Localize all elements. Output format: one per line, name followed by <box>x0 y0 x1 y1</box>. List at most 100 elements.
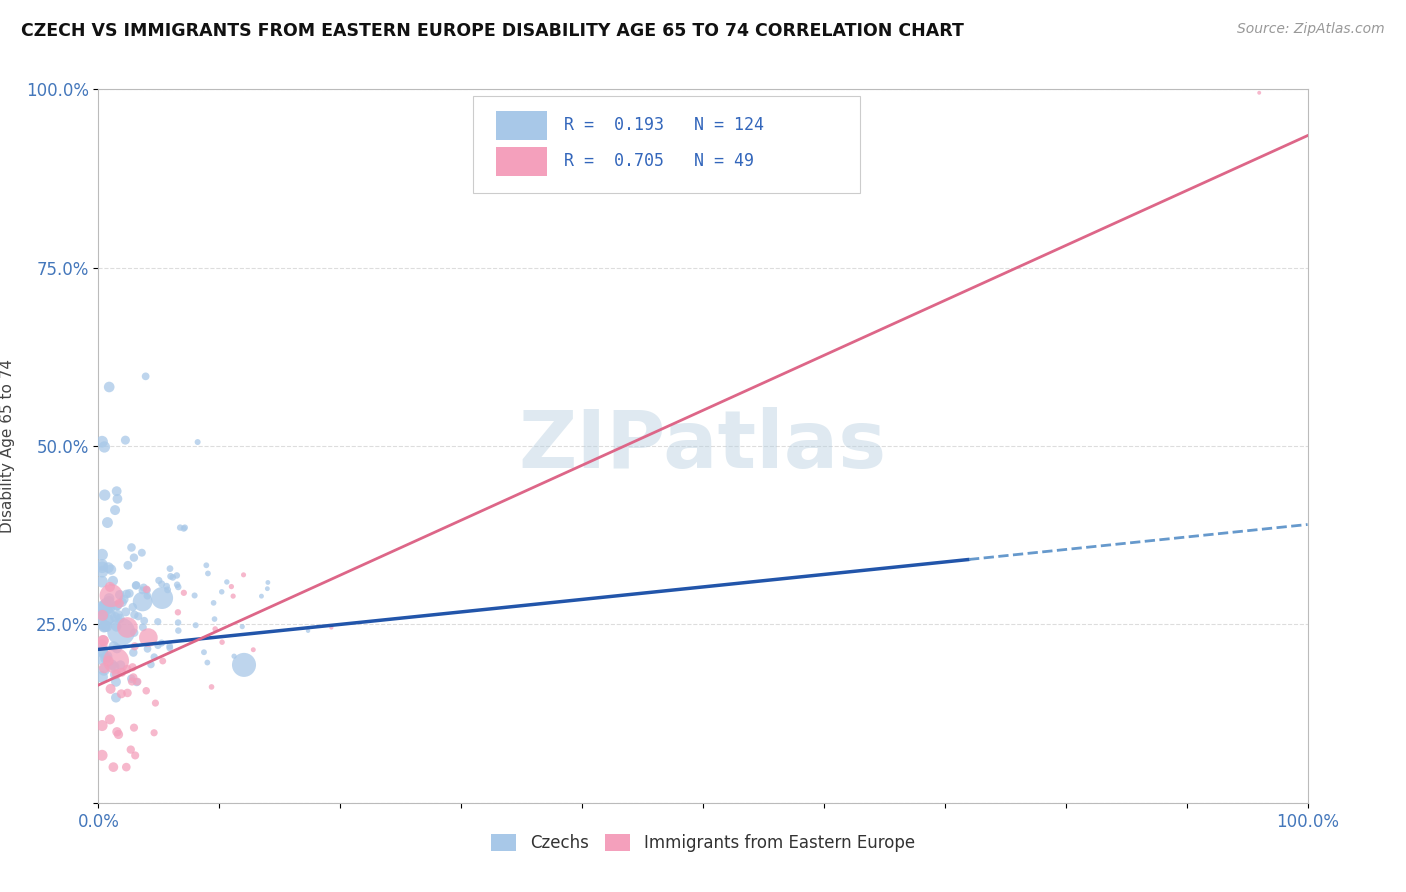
Point <box>114 433 136 447</box>
Point <box>105 484 128 499</box>
Point <box>107 727 129 741</box>
Point <box>166 577 188 591</box>
Point <box>135 369 157 384</box>
Point <box>103 640 125 654</box>
Point <box>91 574 114 589</box>
Point <box>101 657 124 672</box>
Point <box>120 742 142 756</box>
Point <box>97 654 120 668</box>
Point <box>111 595 134 609</box>
Point <box>98 712 121 726</box>
Point <box>222 649 245 664</box>
Point <box>193 645 215 659</box>
Point <box>124 748 146 763</box>
Point <box>139 657 162 672</box>
Point <box>202 596 225 610</box>
Point <box>146 639 169 653</box>
Point <box>184 618 207 632</box>
Point <box>146 615 169 629</box>
Point <box>1249 86 1271 100</box>
Point <box>97 599 120 613</box>
Point <box>150 636 173 650</box>
Point <box>132 620 155 634</box>
Point <box>94 651 117 665</box>
Point <box>152 654 174 668</box>
Point <box>100 563 122 577</box>
Point <box>98 380 121 394</box>
Point <box>93 663 115 677</box>
Point <box>110 624 132 639</box>
Point <box>91 600 114 615</box>
Point <box>242 642 264 657</box>
Point <box>105 599 128 613</box>
Point <box>115 662 138 676</box>
Text: CZECH VS IMMIGRANTS FROM EASTERN EUROPE DISABILITY AGE 65 TO 74 CORRELATION CHAR: CZECH VS IMMIGRANTS FROM EASTERN EUROPE … <box>21 22 965 40</box>
Point <box>124 607 146 622</box>
Point <box>169 520 191 534</box>
FancyBboxPatch shape <box>474 96 860 193</box>
Point <box>96 619 118 633</box>
Point <box>105 724 128 739</box>
Point <box>167 605 190 619</box>
Point <box>143 650 166 665</box>
Point <box>91 633 114 648</box>
Point <box>127 609 149 624</box>
Point <box>211 635 233 649</box>
Point <box>93 607 115 621</box>
Point <box>105 654 128 668</box>
Point <box>256 582 278 596</box>
Point <box>108 597 131 611</box>
Point <box>125 675 148 690</box>
Point <box>91 643 114 657</box>
Point <box>91 748 114 763</box>
Point <box>173 520 195 534</box>
Point <box>93 661 115 675</box>
Point <box>108 588 131 602</box>
Point <box>138 631 160 645</box>
Point <box>91 548 114 562</box>
Point <box>115 587 138 601</box>
Point <box>103 760 125 774</box>
Point <box>117 558 139 573</box>
Point <box>93 633 115 648</box>
Point <box>187 435 209 450</box>
Point <box>105 620 128 634</box>
Point <box>91 608 114 623</box>
Point <box>127 674 149 689</box>
Point <box>103 659 125 673</box>
Point <box>105 667 128 681</box>
Point <box>136 641 159 656</box>
Point <box>197 566 219 581</box>
Point <box>98 601 121 615</box>
Point <box>91 560 114 574</box>
Point <box>117 686 139 700</box>
Point <box>91 638 114 652</box>
Point <box>104 674 127 689</box>
Point <box>96 516 118 530</box>
Point <box>204 612 226 626</box>
Point <box>150 577 173 591</box>
Point <box>94 597 117 611</box>
Point <box>211 584 233 599</box>
Point <box>321 620 343 634</box>
FancyBboxPatch shape <box>496 112 547 140</box>
Point <box>250 589 273 603</box>
Point <box>159 561 181 575</box>
Point <box>183 589 205 603</box>
Point <box>97 560 120 574</box>
Point <box>93 440 115 454</box>
Point <box>125 578 148 592</box>
Point <box>110 658 132 673</box>
Point <box>121 600 143 615</box>
Point <box>98 580 121 594</box>
Point <box>232 567 254 582</box>
Point <box>118 586 141 600</box>
Point <box>91 599 114 613</box>
Point <box>125 578 148 592</box>
FancyBboxPatch shape <box>496 147 547 176</box>
Point <box>110 687 132 701</box>
Legend: Czechs, Immigrants from Eastern Europe: Czechs, Immigrants from Eastern Europe <box>485 827 921 859</box>
Point <box>162 570 184 584</box>
Point <box>135 582 157 597</box>
Point <box>143 725 166 739</box>
